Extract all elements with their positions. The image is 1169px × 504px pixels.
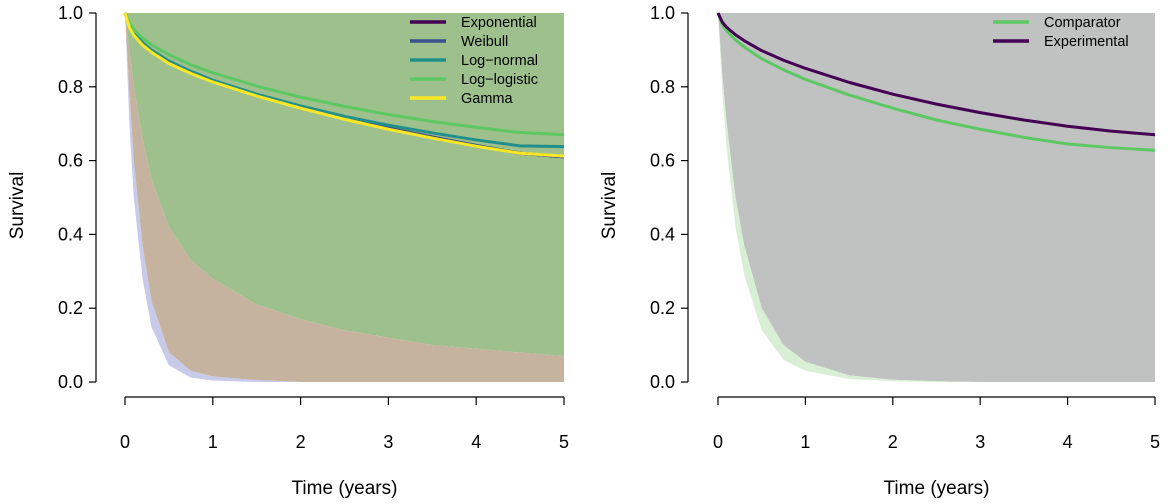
x-tick-label: 3 — [383, 432, 393, 452]
legend-label: Exponential — [461, 15, 537, 31]
legend-label: Comparator — [1044, 15, 1121, 31]
x-tick-label: 0 — [120, 432, 130, 452]
y-tick-label: 0.0 — [58, 372, 83, 392]
legend: Exponential Weibull Log−normal Log−logistic… — [410, 15, 538, 107]
y-tick-label: 1.0 — [650, 3, 675, 23]
series-line — [716, 12, 1156, 137]
y-tick-label: 0.4 — [650, 224, 675, 244]
y-tick-label: 0.6 — [650, 151, 675, 171]
x-tick-label: 1 — [800, 432, 810, 452]
confidence-band — [718, 13, 1155, 382]
y-tick-label: 0.4 — [58, 224, 83, 244]
x-tick-label: 5 — [1150, 432, 1160, 452]
x-tick-label: 2 — [888, 432, 898, 452]
legend-label: Log−normal — [461, 53, 538, 69]
y-tick-label: 0.2 — [58, 298, 83, 318]
series-line — [123, 12, 565, 149]
legend-label: Weibull — [461, 34, 508, 50]
x-tick-label: 4 — [471, 432, 481, 452]
legend-label: Log−logistic — [461, 72, 538, 88]
x-axis-title: Time (years) — [884, 478, 990, 499]
y-axis-title: Survival — [599, 172, 620, 240]
y-tick-label: 0.2 — [650, 298, 675, 318]
x-axis-title: Time (years) — [292, 478, 398, 499]
x-tick-label: 5 — [559, 432, 569, 452]
series-line — [716, 12, 1156, 152]
y-axis-title: Survival — [7, 172, 28, 240]
y-tick-label: 0.6 — [58, 151, 83, 171]
panel-treatment-arms: 0.0 0.2 0.4 0.6 0.8 1.0 0 1 2 3 4 5 Time (years) Surv… — [599, 3, 1160, 499]
legend: Comparator Experimental — [993, 15, 1129, 50]
x-tick-label: 0 — [713, 432, 723, 452]
series-line — [123, 12, 565, 158]
x-tick-label: 2 — [296, 432, 306, 452]
y-tick-label: 1.0 — [58, 3, 83, 23]
y-tick-label: 0.8 — [58, 77, 83, 97]
y-tick-label: 0.0 — [650, 372, 675, 392]
x-tick-label: 3 — [975, 432, 985, 452]
series-line — [123, 12, 565, 137]
confidence-band — [125, 13, 564, 382]
legend-label: Gamma — [461, 91, 514, 107]
panel-model-fits: 0.0 0.2 0.4 0.6 0.8 1.0 0 1 2 3 4 5 Time (years) Surv… — [7, 3, 569, 499]
y-tick-label: 0.8 — [650, 77, 675, 97]
legend-label: Experimental — [1044, 34, 1129, 50]
x-tick-label: 1 — [208, 432, 218, 452]
confidence-band — [125, 13, 564, 357]
x-tick-label: 4 — [1063, 432, 1073, 452]
